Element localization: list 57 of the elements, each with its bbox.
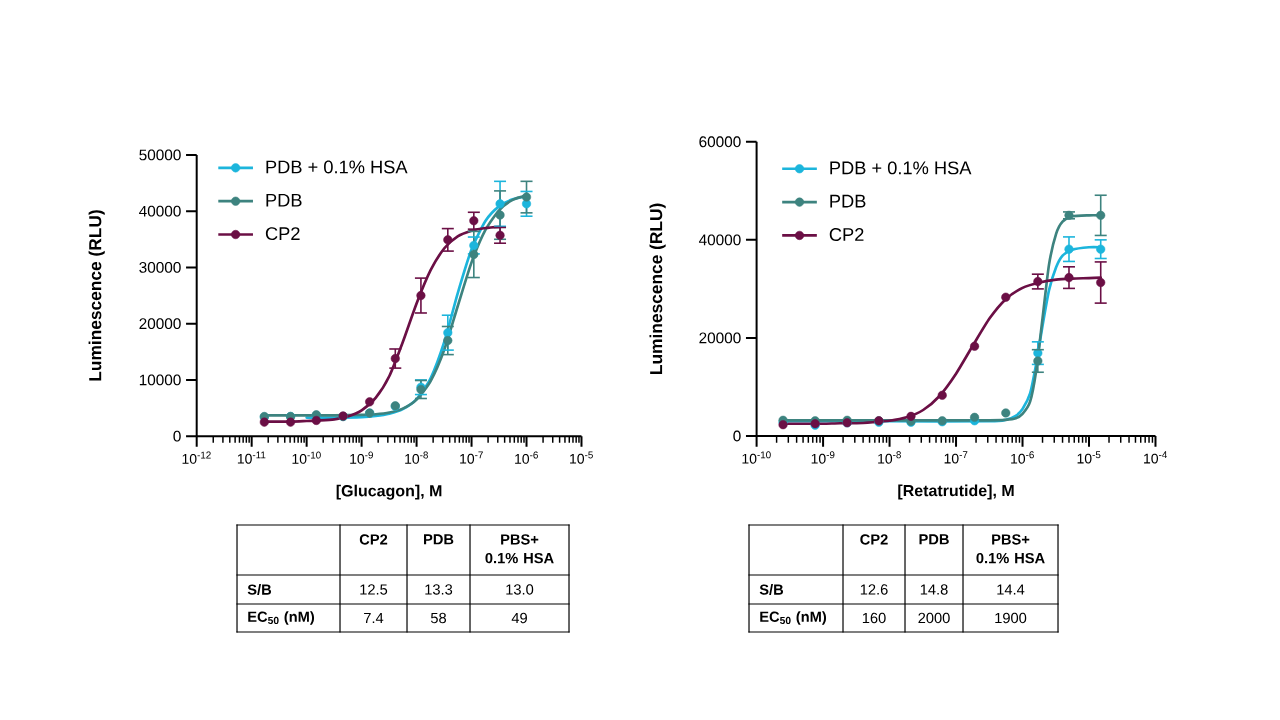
category-label: CP2 bbox=[860, 534, 888, 545]
text: 49 bbox=[511, 612, 527, 624]
x-tick-label: 10$^{-5}$ bbox=[570, 451, 593, 464]
category-label: S/B bbox=[247, 584, 272, 595]
legend-label: PDB bbox=[266, 193, 302, 207]
legend-label: PDB + 0.1% HSA bbox=[266, 160, 408, 174]
x-tick-label: 10$^{-12}$ bbox=[182, 451, 211, 464]
x-tick-label: 10$^{-9}$ bbox=[350, 451, 373, 464]
category-label: PDB bbox=[919, 534, 949, 545]
y-axis-title: Luminescence (RLU) bbox=[88, 210, 105, 381]
x-tick-label: 10$^{-5}$ bbox=[1077, 451, 1101, 464]
text: 58 bbox=[430, 612, 447, 624]
text: 14.4 bbox=[997, 584, 1025, 595]
y-tick-label: 60000 bbox=[699, 136, 741, 148]
x-tick-label: 10$^{-6}$ bbox=[515, 451, 538, 464]
category-label: PDB bbox=[424, 534, 454, 545]
x-tick-label: 10$^{-6}$ bbox=[1011, 451, 1034, 464]
text: 2000 bbox=[918, 612, 950, 624]
category-label: EC$_{50}$ (nM) bbox=[248, 611, 315, 625]
x-tick-label: 10$^{-11}$ bbox=[237, 451, 266, 464]
y-tick-label: 20000 bbox=[139, 318, 181, 330]
category-label: EC$_{50}$ (nM) bbox=[760, 611, 827, 625]
y-tick-label: 30000 bbox=[139, 261, 181, 273]
text: 160 bbox=[862, 612, 886, 624]
x-tick-label: 10$^{-10}$ bbox=[292, 451, 321, 464]
y-tick-label: 0 bbox=[173, 430, 181, 442]
text: 13.3 bbox=[425, 584, 453, 595]
legend-label: PDB + 0.1% HSA bbox=[830, 161, 972, 175]
legend-label: CP2 bbox=[265, 227, 300, 241]
category-label: PBS+ 0.1% HSA bbox=[976, 534, 1045, 564]
y-tick-label: 40000 bbox=[698, 234, 741, 246]
x-tick-label: 10$^{-9}$ bbox=[811, 451, 835, 464]
category-label: PBS+ 0.1% HSA bbox=[485, 534, 554, 564]
category-label: S/B bbox=[759, 584, 784, 595]
x-tick-label: 10$^{-8}$ bbox=[878, 451, 901, 464]
legend-label: PDB bbox=[830, 194, 866, 208]
y-tick-label: 0 bbox=[733, 430, 741, 442]
text: 12.6 bbox=[860, 584, 888, 595]
text: 7.4 bbox=[364, 612, 384, 624]
x-tick-label: 10$^{-4}$ bbox=[1144, 451, 1168, 464]
y-tick-label: 50000 bbox=[139, 149, 181, 161]
x-axis-title: [Glucagon], M bbox=[336, 484, 442, 500]
y-tick-label: 40000 bbox=[139, 205, 181, 217]
text: 1900 bbox=[995, 612, 1027, 624]
category-label: CP2 bbox=[359, 534, 388, 545]
legend-label: CP2 bbox=[829, 228, 864, 241]
text: 13.0 bbox=[506, 584, 534, 595]
y-axis-title: Luminescence (RLU) bbox=[649, 203, 666, 374]
y-tick-label: 20000 bbox=[699, 332, 741, 344]
text: 12.5 bbox=[360, 584, 388, 595]
x-axis-title: [Retatrutide], M bbox=[898, 484, 1014, 500]
x-tick-label: 10$^{-10}$ bbox=[742, 451, 771, 464]
x-tick-label: 10$^{-7}$ bbox=[460, 451, 483, 464]
x-tick-label: 10$^{-7}$ bbox=[944, 451, 968, 464]
text: 14.8 bbox=[920, 584, 948, 595]
y-tick-label: 10000 bbox=[139, 374, 181, 386]
x-tick-label: 10$^{-8}$ bbox=[405, 451, 428, 464]
